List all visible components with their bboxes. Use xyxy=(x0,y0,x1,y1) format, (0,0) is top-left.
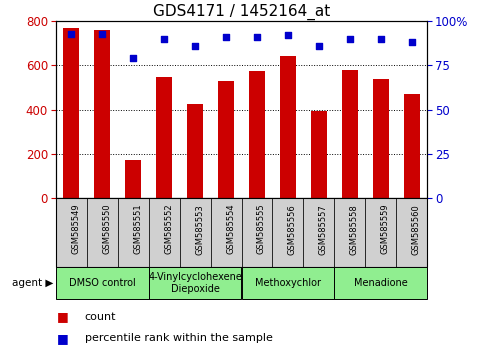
Title: GDS4171 / 1452164_at: GDS4171 / 1452164_at xyxy=(153,4,330,20)
Point xyxy=(98,31,106,36)
Text: GSM585559: GSM585559 xyxy=(381,204,390,255)
Bar xyxy=(156,76,172,198)
Bar xyxy=(56,267,149,299)
Point xyxy=(129,56,137,61)
Text: Methoxychlor: Methoxychlor xyxy=(255,278,321,288)
Point xyxy=(222,34,230,40)
Text: GSM585560: GSM585560 xyxy=(412,204,421,255)
Bar xyxy=(397,198,427,267)
Bar xyxy=(56,198,86,267)
Text: count: count xyxy=(85,312,116,322)
Text: GSM585555: GSM585555 xyxy=(257,204,266,255)
Bar xyxy=(63,28,79,198)
Bar xyxy=(334,198,366,267)
Point xyxy=(253,34,261,40)
Bar xyxy=(211,198,242,267)
Text: GSM585556: GSM585556 xyxy=(288,204,297,255)
Text: 4-Vinylcyclohexene
Diepoxide: 4-Vinylcyclohexene Diepoxide xyxy=(148,272,242,294)
Bar xyxy=(404,94,420,198)
Bar xyxy=(334,267,427,299)
Point xyxy=(377,36,385,42)
Bar xyxy=(218,81,234,198)
Text: ■: ■ xyxy=(57,332,69,344)
Point xyxy=(191,43,199,49)
Bar xyxy=(311,111,327,198)
Point xyxy=(346,36,354,42)
Text: ■: ■ xyxy=(57,310,69,323)
Bar xyxy=(280,56,296,198)
Bar xyxy=(125,160,141,198)
Bar xyxy=(94,30,110,198)
Text: GSM585549: GSM585549 xyxy=(71,204,80,255)
Bar xyxy=(242,198,272,267)
Bar xyxy=(180,198,211,267)
Bar xyxy=(272,198,303,267)
Text: GSM585550: GSM585550 xyxy=(102,204,111,255)
Text: GSM585552: GSM585552 xyxy=(164,204,173,255)
Point xyxy=(315,43,323,49)
Bar xyxy=(303,198,334,267)
Text: GSM585551: GSM585551 xyxy=(133,204,142,255)
Text: GSM585557: GSM585557 xyxy=(319,204,328,255)
Bar xyxy=(366,198,397,267)
Point xyxy=(67,31,75,36)
Text: GSM585554: GSM585554 xyxy=(226,204,235,255)
Bar xyxy=(342,70,358,198)
Point xyxy=(408,40,416,45)
Bar xyxy=(117,198,149,267)
Bar xyxy=(149,198,180,267)
Text: Menadione: Menadione xyxy=(354,278,408,288)
Text: agent ▶: agent ▶ xyxy=(12,278,53,288)
Bar xyxy=(242,267,334,299)
Bar xyxy=(373,79,389,198)
Bar xyxy=(187,104,203,198)
Point xyxy=(160,36,168,42)
Text: DMSO control: DMSO control xyxy=(69,278,135,288)
Bar xyxy=(86,198,117,267)
Text: GSM585558: GSM585558 xyxy=(350,204,359,255)
Bar xyxy=(149,267,242,299)
Text: GSM585553: GSM585553 xyxy=(195,204,204,255)
Text: percentile rank within the sample: percentile rank within the sample xyxy=(85,333,272,343)
Point xyxy=(284,33,292,38)
Bar xyxy=(249,71,265,198)
